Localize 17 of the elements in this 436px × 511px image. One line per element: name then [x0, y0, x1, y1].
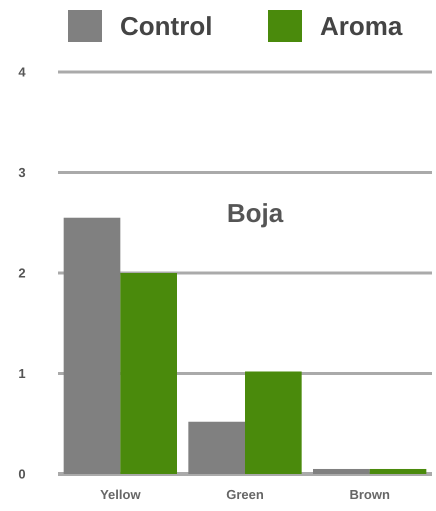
bar: [188, 422, 245, 474]
bar: [370, 468, 426, 474]
legend-label: Aroma: [320, 11, 403, 42]
x-tick-label: Yellow: [100, 487, 142, 502]
y-tick-label: 2: [18, 266, 26, 281]
legend-label: Control: [120, 11, 212, 42]
x-tick-label: Brown: [349, 487, 390, 502]
y-tick-label: 1: [18, 366, 26, 382]
y-tick-label: 3: [18, 165, 26, 180]
text: Boja: [226, 198, 284, 228]
bar: [245, 371, 302, 474]
bar: [64, 218, 120, 474]
y-tick-label: 0: [18, 466, 26, 482]
y-tick-label: 4: [18, 64, 26, 80]
bar: [313, 468, 370, 474]
x-tick-label: Green: [226, 487, 264, 502]
bar: [120, 273, 177, 474]
